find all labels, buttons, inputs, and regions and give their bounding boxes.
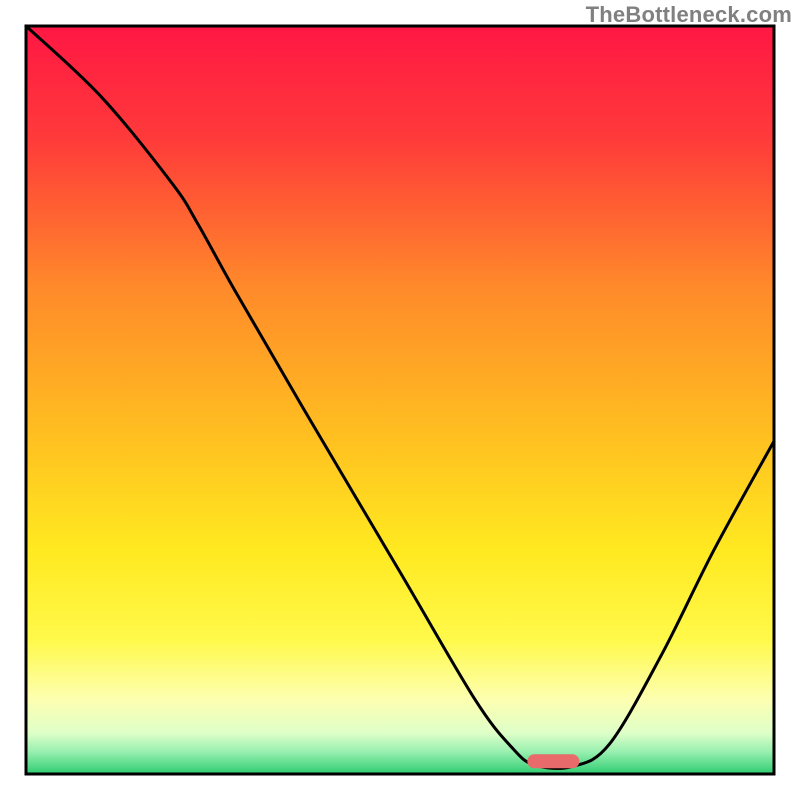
- watermark-text: TheBottleneck.com: [586, 2, 792, 28]
- chart-container: TheBottleneck.com: [0, 0, 800, 800]
- optimal-marker: [527, 754, 579, 768]
- bottleneck-chart: [0, 0, 800, 800]
